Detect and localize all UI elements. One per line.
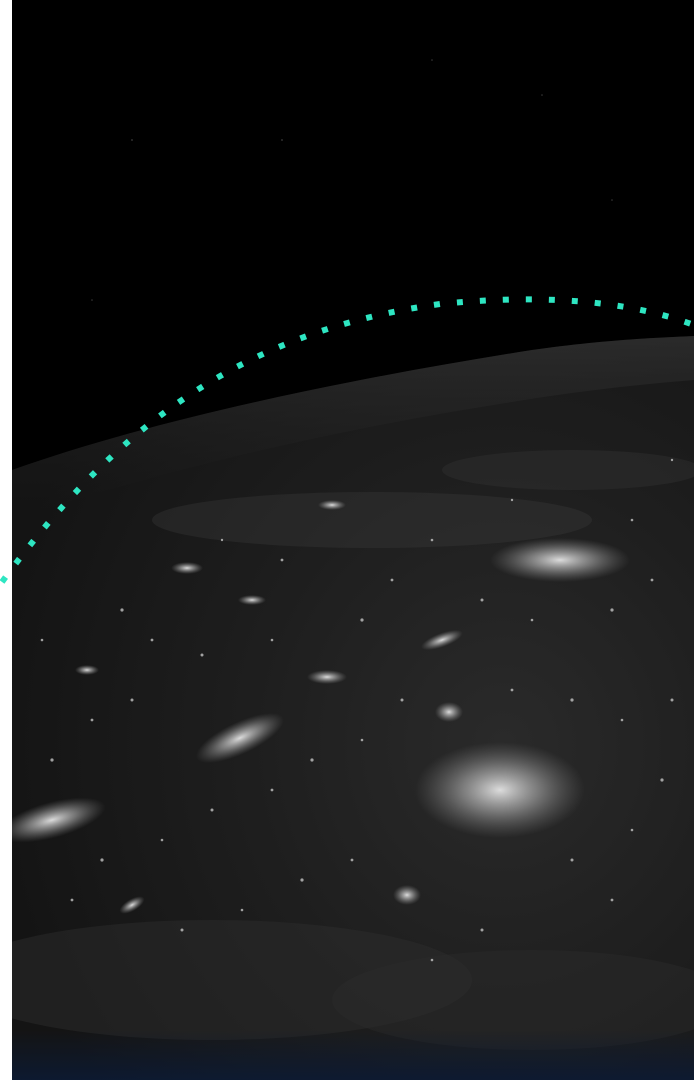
- cloud-band: [12, 920, 472, 1040]
- city-cluster: [435, 702, 463, 722]
- city-cluster: [75, 665, 99, 675]
- earth-night-photo-drawing: [12, 0, 694, 1080]
- city-cluster: [490, 538, 630, 582]
- city-cluster: [393, 885, 421, 905]
- cloud-band: [152, 492, 592, 548]
- city-cluster: [195, 713, 285, 763]
- city-cluster: [415, 742, 585, 838]
- city-cluster: [119, 896, 145, 914]
- city-cluster: [307, 670, 347, 684]
- bottom-edge-tint: [12, 1030, 694, 1080]
- city-cluster: [171, 562, 203, 574]
- city-cluster: [421, 630, 463, 650]
- cloud-band: [332, 950, 694, 1050]
- city-cluster: [12, 797, 106, 843]
- earth-night-photo: [12, 0, 694, 1080]
- cloud-band: [442, 450, 694, 490]
- city-cluster: [238, 595, 266, 605]
- city-cluster: [318, 500, 346, 510]
